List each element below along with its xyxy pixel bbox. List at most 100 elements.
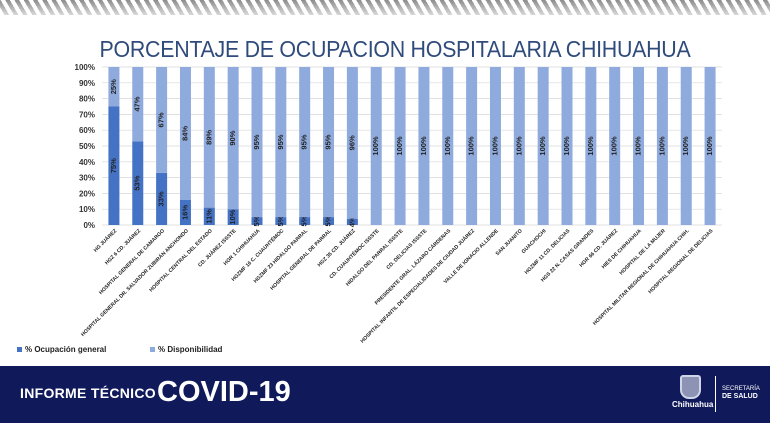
x-tick-label: HOSPITAL GENERAL DR. SALVADOR ZUBIRÁN AN… xyxy=(79,227,189,337)
data-label: 11% xyxy=(204,209,213,224)
data-label: 67% xyxy=(157,112,166,127)
bar-segment xyxy=(227,209,239,225)
bar-segment xyxy=(346,67,358,219)
divider xyxy=(715,376,716,412)
data-label: 95% xyxy=(276,134,285,149)
legend-label: % Disponibilidad xyxy=(158,345,223,354)
y-tick-label: 60% xyxy=(79,126,95,135)
stacked-bar-chart: 0% 10% 20% 30% 40% 50% 60% 70% 80% 90% 100% 75% 25% H… xyxy=(75,63,722,345)
data-label: 100% xyxy=(610,136,619,156)
bar-segment xyxy=(656,67,668,225)
bar-segment xyxy=(466,67,478,225)
bar-segment xyxy=(418,67,430,225)
bar-segment xyxy=(323,67,335,218)
bar-segment xyxy=(227,67,239,210)
data-label: 95% xyxy=(252,134,261,149)
department-name: SECRETARÍA DE SALUD xyxy=(722,385,760,401)
bar-segment xyxy=(179,199,191,225)
data-label: 89% xyxy=(204,129,213,144)
data-label: 100% xyxy=(681,136,690,156)
data-label: 100% xyxy=(705,136,714,156)
bar-segment xyxy=(323,217,335,225)
footer-banner: INFORME TÉCNICO COVID-19 Chihuahua SECRE… xyxy=(0,366,770,423)
bar-segment xyxy=(156,172,168,225)
shield-icon xyxy=(679,375,701,399)
bar-segment xyxy=(609,67,621,225)
bar-segment xyxy=(633,67,645,225)
y-tick-label: 50% xyxy=(79,142,95,151)
bar-segment xyxy=(275,217,287,225)
x-tick-label: HGZMF 11 CD. DELICIAS xyxy=(524,228,572,276)
bar-segment xyxy=(561,67,573,225)
bar-segment xyxy=(299,67,311,218)
x-tick-label: HIES DE CHIHUAHUA xyxy=(601,228,643,270)
x-tick-label: HGR 66 CD. JUÁREZ xyxy=(578,227,620,269)
y-tick-label: 10% xyxy=(79,205,95,214)
data-label: 100% xyxy=(514,136,523,156)
data-label: 100% xyxy=(657,136,666,156)
bar-segment xyxy=(156,67,168,173)
chihuahua-logo: Chihuahua xyxy=(672,375,714,409)
data-label: 100% xyxy=(371,136,380,156)
data-label: 5% xyxy=(276,215,285,226)
data-label: 16% xyxy=(180,205,189,220)
bar-segment xyxy=(108,106,120,225)
data-label: 10% xyxy=(228,209,237,224)
data-label: 33% xyxy=(157,191,166,206)
data-label: 5% xyxy=(300,215,309,226)
y-tick-label: 30% xyxy=(79,174,95,183)
dept-line2: DE SALUD xyxy=(722,393,758,400)
data-label: 100% xyxy=(634,136,643,156)
data-label: 100% xyxy=(490,136,499,156)
y-tick-label: 40% xyxy=(79,158,95,167)
data-label: 100% xyxy=(562,136,571,156)
legend-item-ocupacion: % Ocupación general xyxy=(17,345,106,354)
data-label: 96% xyxy=(347,135,356,150)
data-label: 75% xyxy=(109,158,118,173)
bar-segment xyxy=(299,217,311,225)
data-label: 5% xyxy=(252,215,261,226)
bar-segment xyxy=(394,67,406,225)
bar-segment xyxy=(251,217,263,225)
y-tick-label: 100% xyxy=(75,63,95,72)
data-label: 95% xyxy=(324,134,333,149)
data-label: 90% xyxy=(228,130,237,145)
data-label: 5% xyxy=(324,215,333,226)
data-label: 4% xyxy=(347,216,356,227)
data-label: 100% xyxy=(443,136,452,156)
chart-title: PORCENTAJE DE OCUPACION HOSPITALARIA CHI… xyxy=(99,36,691,62)
bar-segment xyxy=(179,67,191,200)
data-label: 25% xyxy=(109,79,118,94)
bar-segment xyxy=(489,67,501,225)
data-label: 100% xyxy=(538,136,547,156)
data-label: 47% xyxy=(133,96,142,111)
data-label: 95% xyxy=(300,134,309,149)
y-tick-label: 0% xyxy=(83,221,95,230)
y-tick-label: 90% xyxy=(79,79,95,88)
logo-text: Chihuahua xyxy=(672,400,714,409)
x-tick-label: HOSPITAL INFANTIL DE ESPECIALIDADES DE C… xyxy=(359,227,477,345)
footer-title: COVID-19 xyxy=(157,376,291,408)
y-tick-label: 80% xyxy=(79,95,95,104)
y-tick-label: 20% xyxy=(79,189,95,198)
y-tick-label: 70% xyxy=(79,110,95,119)
data-label: 53% xyxy=(133,175,142,190)
bar-segment xyxy=(585,67,597,225)
bar-segment xyxy=(537,67,549,225)
legend-swatch xyxy=(17,347,22,352)
data-label: 100% xyxy=(467,136,476,156)
x-tick-label: HGZ 35 CD. JUÁREZ xyxy=(316,227,357,268)
footer-label: INFORME TÉCNICO xyxy=(20,385,156,401)
bar-segment xyxy=(370,67,382,225)
dept-line1: SECRETARÍA xyxy=(722,386,760,392)
bar-segment xyxy=(108,67,120,107)
data-label: 100% xyxy=(586,136,595,156)
bar-segment xyxy=(346,218,358,225)
data-label: 100% xyxy=(395,136,404,156)
bar-segment xyxy=(203,67,215,208)
bar-segment xyxy=(275,67,287,218)
x-tick-label: CD. JUÁREZ ISSSTE xyxy=(197,227,238,268)
data-label: 100% xyxy=(419,136,428,156)
bar-segment xyxy=(442,67,454,225)
legend-swatch xyxy=(150,347,155,352)
